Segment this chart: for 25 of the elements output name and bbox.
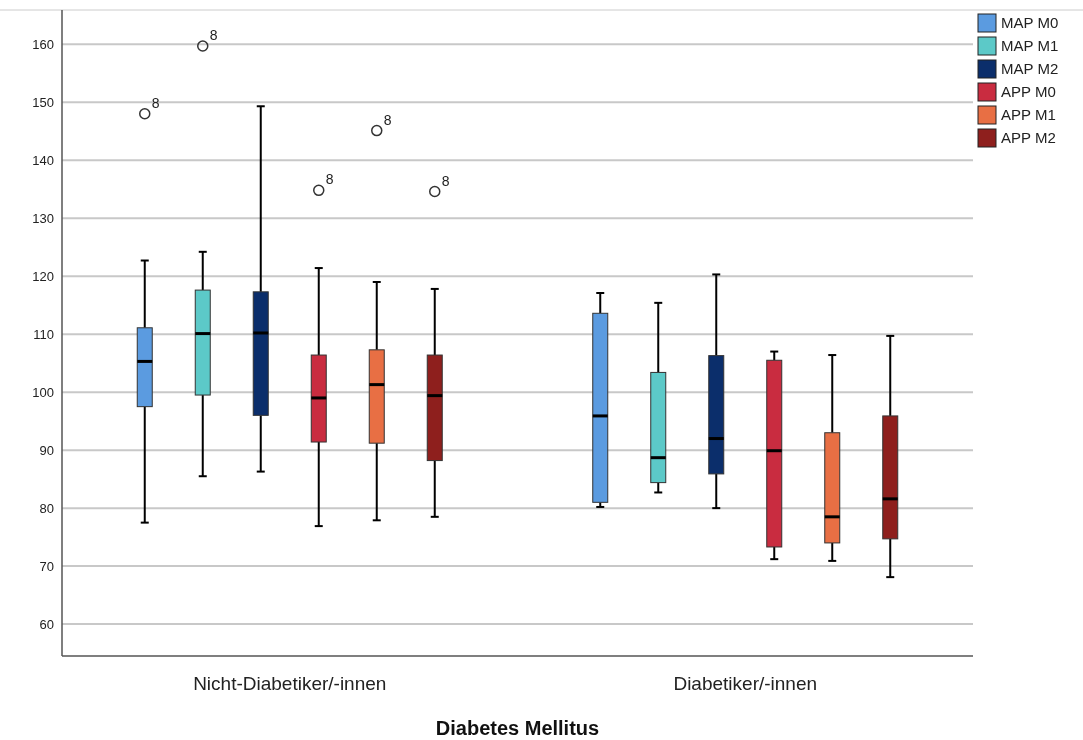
- legend-label: MAP M2: [1001, 60, 1059, 78]
- x-tick-label: Nicht-Diabetiker/-innen: [193, 673, 387, 694]
- y-tick-label: 120: [32, 268, 54, 284]
- legend-label: MAP M0: [1001, 14, 1059, 32]
- x-axis-title: Diabetes Mellitus: [435, 717, 600, 739]
- y-tick-label: 150: [32, 94, 54, 110]
- y-tick-label: 140: [32, 152, 54, 168]
- legend-label: APP M0: [1001, 83, 1056, 101]
- y-tick-label: 90: [39, 442, 54, 458]
- annotation: 8: [151, 94, 160, 111]
- legend-label: MAP M1: [1001, 37, 1059, 55]
- y-tick-label: 80: [39, 500, 54, 516]
- annotation: 8: [325, 171, 334, 188]
- annotation: 8: [209, 26, 218, 43]
- legend-label: APP M1: [1001, 106, 1056, 124]
- y-tick-label: 160: [32, 36, 54, 52]
- annotation: 8: [383, 111, 392, 128]
- y-tick-label: 100: [32, 384, 54, 400]
- annotation: 8: [441, 172, 450, 189]
- y-tick-label: 110: [33, 326, 54, 342]
- y-tick-label: 130: [32, 210, 54, 226]
- y-tick-label: 60: [39, 616, 54, 632]
- x-tick-label: Diabetiker/-innen: [673, 673, 818, 694]
- y-tick-label: 70: [39, 558, 54, 574]
- legend-label: APP M2: [1001, 129, 1056, 147]
